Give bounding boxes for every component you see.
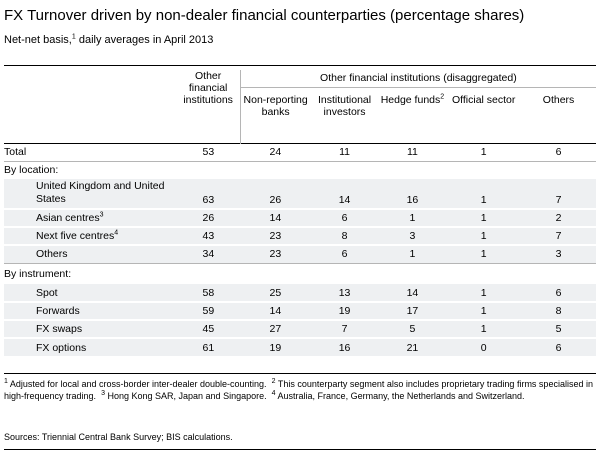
column-header-ofi: Other financial institutions	[183, 70, 233, 106]
cell: 23	[240, 227, 311, 245]
header-row: Other financial institutions Other finan…	[4, 70, 596, 106]
footnote-4: Australia, France, Germany, the Netherla…	[275, 391, 525, 401]
cell: 19	[310, 302, 379, 320]
row-label: Total	[4, 146, 27, 158]
footnote-1: Adjusted for local and cross-border inte…	[7, 379, 267, 389]
column-header-nonreporting: Non-reporting banks	[239, 87, 311, 143]
cell: 11	[406, 146, 418, 158]
cell: 0	[446, 338, 522, 356]
total-row: Total 53 24 11 11 1 6	[4, 143, 596, 161]
cell: 8	[310, 227, 379, 245]
row-label: Spot	[4, 284, 177, 302]
cell: 27	[240, 320, 311, 338]
cell: 53	[202, 146, 215, 158]
column-group-header: Other financial institutions (disaggrega…	[239, 70, 596, 88]
row-label: FX options	[4, 338, 177, 356]
cell: 11	[339, 146, 350, 158]
cell: 2	[521, 209, 596, 227]
table-row: FX swaps 45 27 7 5 1 5	[4, 320, 596, 338]
cell: 16	[310, 338, 379, 356]
cell: 7	[521, 179, 596, 209]
row-label: Forwards	[4, 302, 177, 320]
subtitle-footnote-mark: 1	[71, 33, 76, 41]
cell: 7	[310, 320, 379, 338]
cell: 6	[521, 338, 596, 356]
cell: 16	[378, 179, 447, 209]
cell: 1	[446, 245, 522, 263]
table-row: Next five centres4 43 23 8 3 1 7	[4, 227, 596, 245]
cell: 1	[446, 320, 522, 338]
table-row: Forwards 59 14 19 17 1 8	[4, 302, 596, 320]
subtitle-rest: daily averages in April 2013	[75, 34, 214, 46]
column-header-institutional: Institutional investors	[317, 93, 372, 118]
cell: 23	[240, 245, 311, 263]
cell: 61	[176, 338, 241, 356]
cell: 14	[240, 209, 311, 227]
cell: 26	[176, 209, 241, 227]
cell: 43	[176, 227, 241, 245]
cell: 19	[240, 338, 311, 356]
figure-title: FX Turnover driven by non-dealer financi…	[4, 7, 525, 24]
footnote-3: Hong Kong SAR, Japan and Singapore.	[104, 391, 267, 401]
cell: 6	[555, 146, 562, 158]
cell: 14	[240, 302, 311, 320]
cell: 26	[240, 179, 311, 209]
footnote-2: This counterparty segment also includes …	[4, 379, 593, 401]
table-row: United Kingdom and United States 63 26 1…	[4, 179, 596, 209]
row-label: Next five centres4	[4, 227, 177, 245]
row-label: FX swaps	[4, 320, 177, 338]
row-label: Others	[4, 245, 177, 263]
table-row: Spot 58 25 13 14 1 6	[4, 284, 596, 302]
cell: 58	[176, 284, 241, 302]
row-label: Asian centres3	[4, 209, 177, 227]
subtitle-text: Net-net basis,	[4, 34, 72, 46]
sources-note: Sources: Triennial Central Bank Survey; …	[4, 432, 233, 442]
cell: 8	[521, 302, 596, 320]
cell: 6	[521, 284, 596, 302]
cell: 1	[446, 302, 522, 320]
cell: 14	[310, 179, 379, 209]
column-header-others: Others	[542, 93, 575, 106]
cell: 14	[378, 284, 447, 302]
section-heading-location: By location:	[4, 161, 596, 179]
table-row: FX options 61 19 16 21 0 6	[4, 338, 596, 356]
cell: 5	[378, 320, 447, 338]
cell: 59	[176, 302, 241, 320]
cell: 63	[176, 179, 241, 209]
cell: 13	[310, 284, 379, 302]
figure-subtitle: Net-net basis,1 daily averages in April …	[4, 33, 596, 47]
footnote-rule	[4, 373, 596, 374]
section-heading-instrument: By instrument:	[4, 263, 596, 284]
bottom-rule	[4, 449, 596, 450]
cell: 1	[446, 227, 522, 245]
subheader-row: Non-reporting banks Institutional invest…	[4, 87, 596, 143]
cell: 5	[521, 320, 596, 338]
footnotes: 1 Adjusted for local and cross-border in…	[4, 378, 593, 401]
cell: 3	[378, 227, 447, 245]
cell: 6	[310, 209, 379, 227]
cell: 7	[521, 227, 596, 245]
table-row: Others 34 23 6 1 1 3	[4, 245, 596, 263]
cell: 3	[521, 245, 596, 263]
cell: 25	[240, 284, 311, 302]
table-row: Asian centres3 26 14 6 1 1 2	[4, 209, 596, 227]
cell: 1	[446, 209, 522, 227]
cell: 6	[310, 245, 379, 263]
cell: 1	[480, 146, 487, 158]
column-header-hedge-funds: Hedge funds2	[380, 93, 445, 106]
cell: 17	[378, 302, 447, 320]
cell: 24	[269, 146, 282, 158]
cell: 1	[378, 245, 447, 263]
cell: 1	[446, 179, 522, 209]
cell: 1	[446, 284, 522, 302]
cell: 45	[176, 320, 241, 338]
header-top-rule	[4, 65, 596, 66]
column-header-official: Official sector	[451, 93, 516, 106]
figure: FX Turnover driven by non-dealer financi…	[4, 6, 596, 450]
data-table: Other financial institutions Other finan…	[4, 70, 596, 356]
cell: 21	[378, 338, 447, 356]
cell: 34	[176, 245, 241, 263]
cell: 1	[378, 209, 447, 227]
row-label: United Kingdom and United States	[4, 179, 177, 209]
